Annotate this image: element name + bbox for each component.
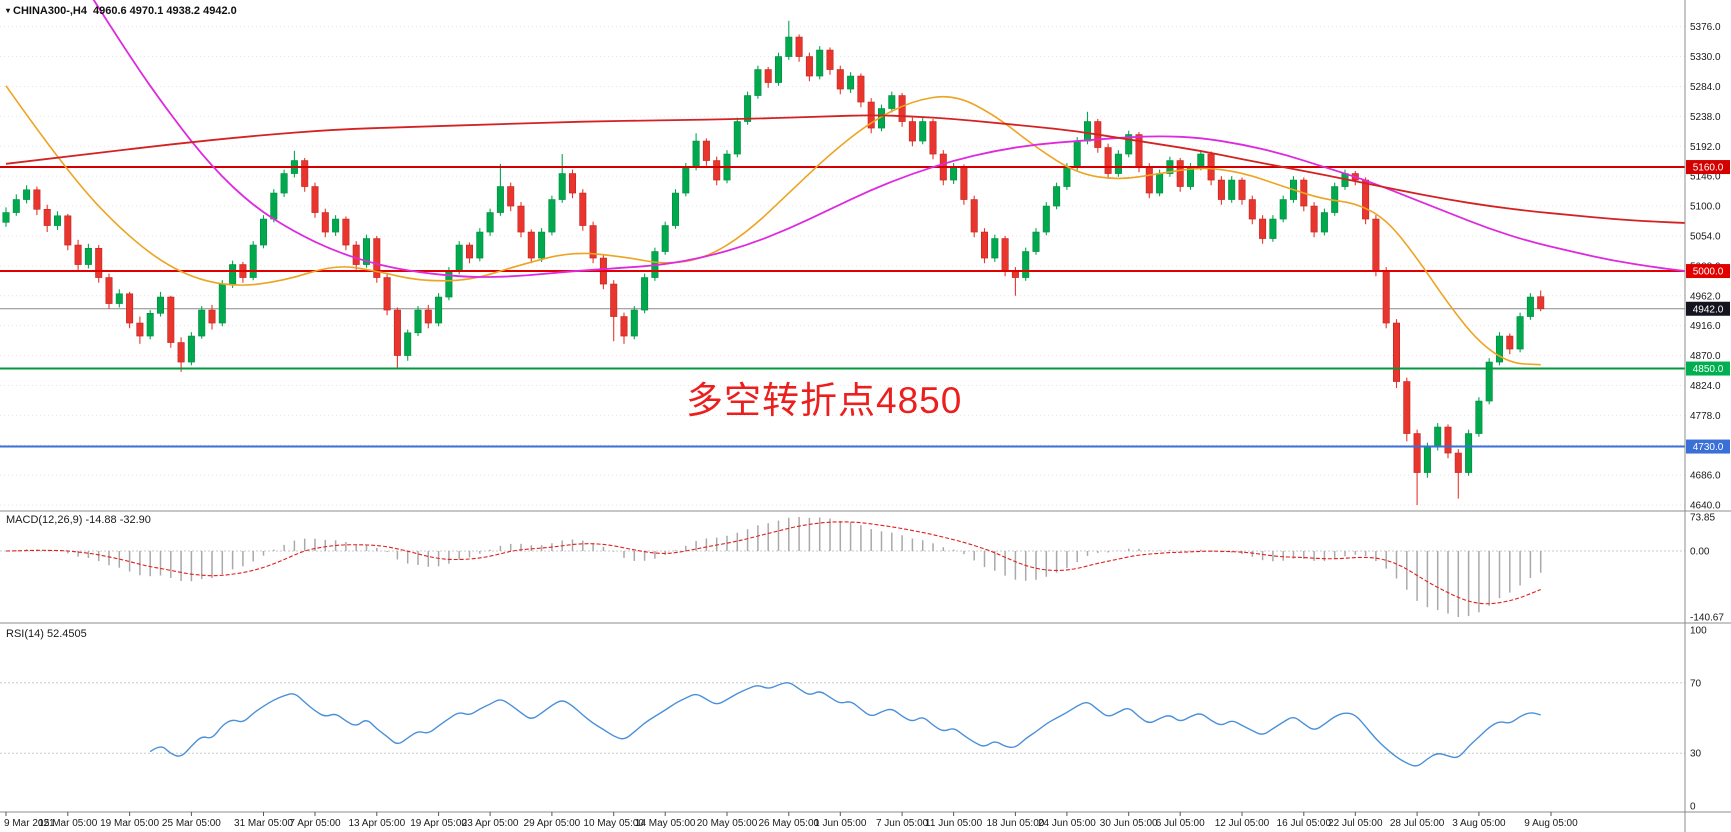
- svg-text:5100.0: 5100.0: [1690, 202, 1721, 213]
- ma-mid-magenta: [92, 0, 1685, 278]
- svg-text:30 Jun 05:00: 30 Jun 05:00: [1100, 818, 1158, 829]
- svg-text:73.85: 73.85: [1690, 513, 1715, 524]
- svg-text:7 Apr 05:00: 7 Apr 05:00: [289, 818, 341, 829]
- price-badges: 5160.0 5000.0 4850.0 4730.0 4942.0: [1686, 160, 1730, 454]
- svg-text:5330.0: 5330.0: [1690, 52, 1721, 63]
- svg-text:30: 30: [1690, 749, 1702, 760]
- svg-text:6 Jul 05:00: 6 Jul 05:00: [1156, 818, 1205, 829]
- rsi-panel: [0, 682, 1685, 767]
- svg-text:5146.0: 5146.0: [1690, 172, 1721, 183]
- svg-text:25 Mar 05:00: 25 Mar 05:00: [162, 818, 221, 829]
- hline-price-badge: 4730.0: [1686, 439, 1730, 454]
- svg-text:16 Jul 05:00: 16 Jul 05:00: [1277, 818, 1332, 829]
- svg-text:4640.0: 4640.0: [1690, 501, 1721, 512]
- svg-text:4916.0: 4916.0: [1690, 321, 1721, 332]
- macd-panel: [0, 517, 1685, 617]
- ma-lines: [5, 0, 1685, 366]
- svg-text:4942.0: 4942.0: [1693, 304, 1724, 315]
- rsi-line: [149, 682, 1541, 767]
- svg-text:5284.0: 5284.0: [1690, 82, 1721, 93]
- horizontal-lines: [0, 166, 1685, 448]
- macd-signal-line: [5, 521, 1541, 605]
- svg-text:1 Jun 05:00: 1 Jun 05:00: [814, 818, 867, 829]
- svg-text:12 Jul 05:00: 12 Jul 05:00: [1215, 818, 1270, 829]
- price-axis: 5376.0 5330.0 5284.0 5238.0 5192.0 5146.0 5100…: [1690, 22, 1724, 812]
- svg-text:26 May 05:00: 26 May 05:00: [758, 818, 819, 829]
- svg-text:5238.0: 5238.0: [1690, 112, 1721, 123]
- svg-text:18 Jun 05:00: 18 Jun 05:00: [986, 818, 1044, 829]
- svg-text:3 Aug 05:00: 3 Aug 05:00: [1452, 818, 1506, 829]
- svg-text:5376.0: 5376.0: [1690, 22, 1721, 33]
- svg-text:5000.0: 5000.0: [1693, 267, 1724, 278]
- svg-text:19 Mar 05:00: 19 Mar 05:00: [100, 818, 159, 829]
- svg-text:13 Apr 05:00: 13 Apr 05:00: [348, 818, 405, 829]
- svg-text:4778.0: 4778.0: [1690, 411, 1721, 422]
- svg-text:0.00: 0.00: [1690, 547, 1710, 558]
- hline-price-badge: 4850.0: [1686, 361, 1730, 376]
- svg-text:7 Jun 05:00: 7 Jun 05:00: [876, 818, 929, 829]
- svg-text:4850.0: 4850.0: [1693, 364, 1724, 375]
- hline-price-badge: 5160.0: [1686, 160, 1730, 175]
- svg-text:70: 70: [1690, 678, 1702, 689]
- svg-text:4730.0: 4730.0: [1693, 442, 1724, 453]
- svg-text:4962.0: 4962.0: [1690, 291, 1721, 302]
- svg-text:5160.0: 5160.0: [1693, 163, 1724, 174]
- svg-text:4686.0: 4686.0: [1690, 471, 1721, 482]
- svg-text:28 Jul 05:00: 28 Jul 05:00: [1390, 818, 1445, 829]
- svg-text:9 Mar 2021: 9 Mar 2021: [4, 818, 55, 829]
- svg-text:14 May 05:00: 14 May 05:00: [635, 818, 696, 829]
- svg-text:31 Mar 05:00: 31 Mar 05:00: [234, 818, 293, 829]
- svg-text:100: 100: [1690, 626, 1707, 637]
- svg-text:23 Apr 05:00: 23 Apr 05:00: [462, 818, 519, 829]
- svg-text:20 May 05:00: 20 May 05:00: [697, 818, 758, 829]
- svg-text:-140.67: -140.67: [1690, 613, 1724, 624]
- svg-text:9 Aug 05:00: 9 Aug 05:00: [1524, 818, 1578, 829]
- svg-text:4824.0: 4824.0: [1690, 381, 1721, 392]
- svg-text:19 Apr 05:00: 19 Apr 05:00: [410, 818, 467, 829]
- svg-text:24 Jun 05:00: 24 Jun 05:00: [1038, 818, 1096, 829]
- svg-text:29 Apr 05:00: 29 Apr 05:00: [524, 818, 581, 829]
- svg-text:5054.0: 5054.0: [1690, 231, 1721, 242]
- svg-text:15 Mar 05:00: 15 Mar 05:00: [38, 818, 97, 829]
- svg-text:4870.0: 4870.0: [1690, 351, 1721, 362]
- svg-text:0: 0: [1690, 802, 1696, 813]
- svg-text:10 May 05:00: 10 May 05:00: [583, 818, 644, 829]
- svg-text:22 Jul 05:00: 22 Jul 05:00: [1328, 818, 1383, 829]
- svg-text:5192.0: 5192.0: [1690, 142, 1721, 153]
- candles-layer: [2, 20, 1545, 506]
- current-price-badge: 4942.0: [1686, 301, 1730, 316]
- svg-text:11 Jun 05:00: 11 Jun 05:00: [925, 818, 983, 829]
- hline-price-badge: 5000.0: [1686, 264, 1730, 279]
- ma-fast-orange: [5, 85, 1541, 366]
- ma-slow-red: [5, 114, 1685, 224]
